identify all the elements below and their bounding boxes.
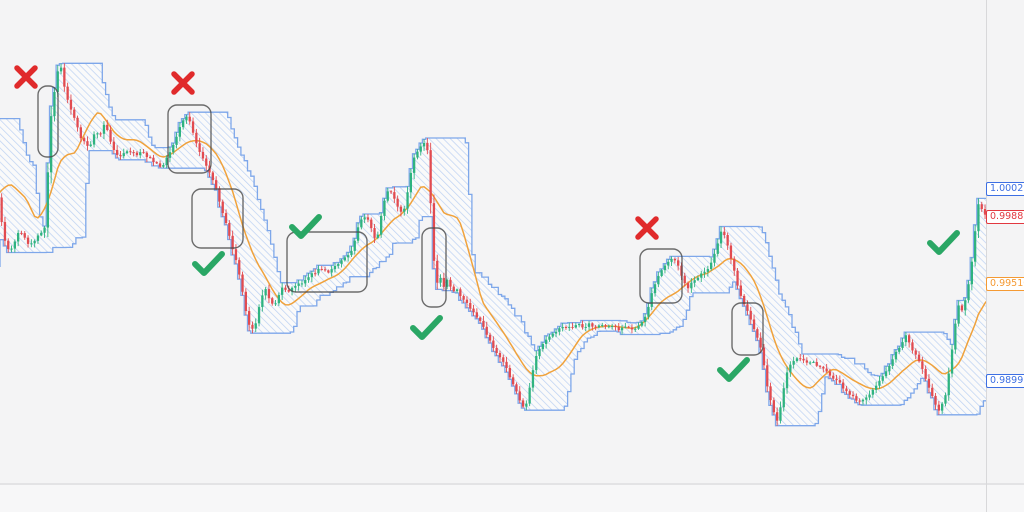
winning-trade-check-icon [289, 214, 322, 239]
losing-trade-cross-icon [635, 216, 659, 240]
price-axis[interactable] [986, 0, 987, 512]
price-label-channel-upper: 1.00027 [986, 182, 1024, 196]
highlight-box [167, 104, 212, 174]
losing-trade-cross-icon [14, 65, 38, 89]
winning-trade-check-icon [410, 315, 443, 340]
highlight-box [731, 302, 764, 356]
price-label-channel-lower: 0.98993 [986, 374, 1024, 388]
winning-trade-check-icon [717, 357, 750, 382]
lower-pane-area [0, 485, 1024, 512]
highlight-box [639, 248, 683, 304]
highlight-box [37, 85, 59, 158]
pane-divider[interactable] [0, 483, 1024, 485]
price-label-last-price: 0.99887 [986, 210, 1024, 224]
winning-trade-check-icon [192, 251, 225, 276]
highlight-box [421, 227, 447, 308]
highlight-box [286, 231, 368, 293]
highlight-box [191, 188, 244, 249]
losing-trade-cross-icon [171, 71, 195, 95]
winning-trade-check-icon [927, 230, 960, 255]
